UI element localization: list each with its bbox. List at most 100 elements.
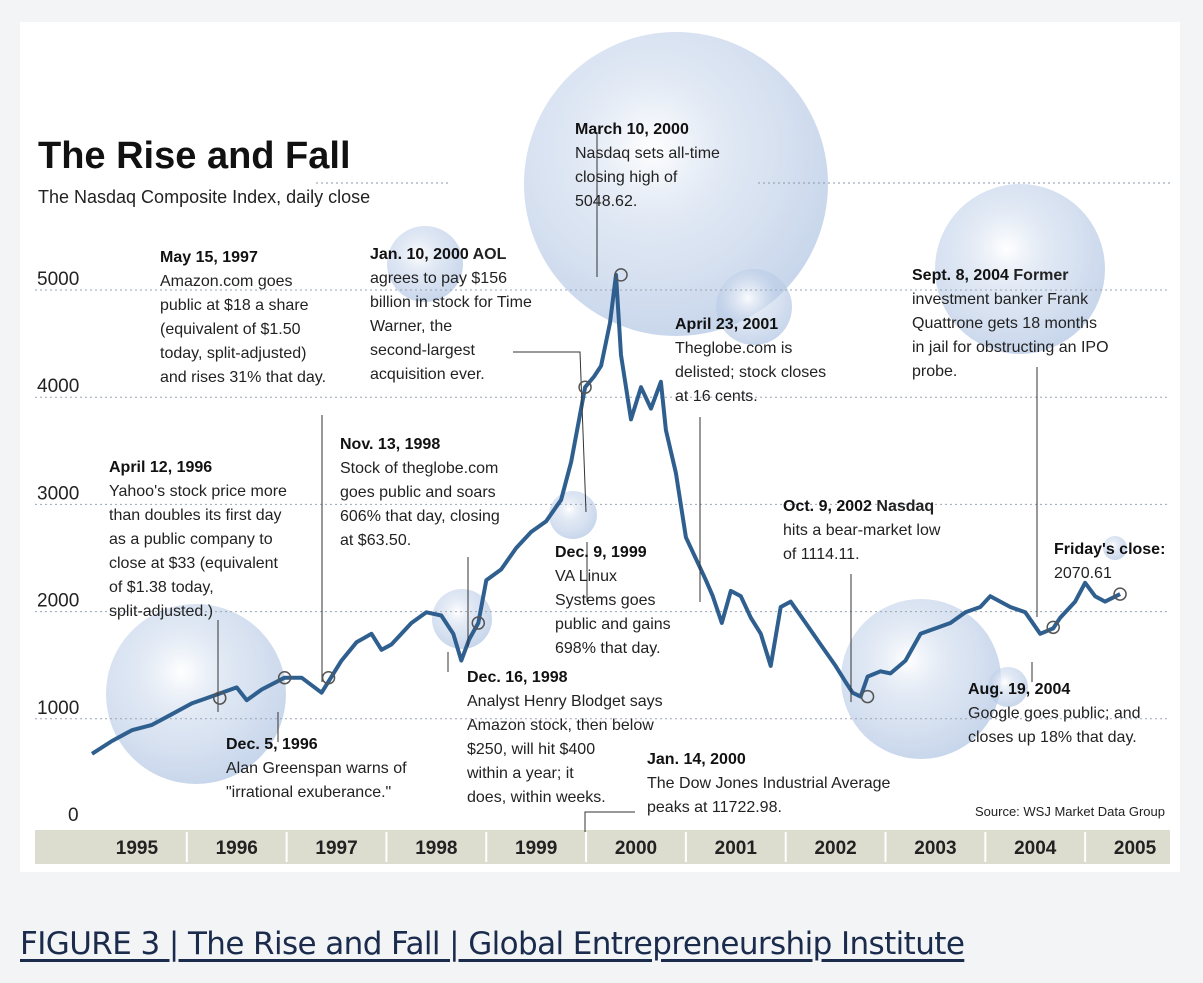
annotation-line: agrees to pay $156 — [370, 270, 507, 287]
annotation-line: Amazon stock, then below — [467, 717, 654, 734]
x-tick-label: 2001 — [715, 838, 758, 859]
event-marker — [1046, 620, 1060, 635]
bubble-decoration — [716, 269, 792, 345]
bubble-decoration — [935, 184, 1105, 354]
annotation-line: hits a bear-market low — [783, 522, 941, 539]
annotation-head: March 10, 2000 — [575, 121, 689, 138]
chart-subtitle: The Nasdaq Composite Index, daily close — [38, 187, 370, 207]
annotation-line: 698% that day. — [555, 640, 661, 657]
annotation-line: Systems goes — [555, 592, 655, 609]
annotation-line: VA Linux — [555, 568, 617, 585]
annotation-line: public and gains — [555, 616, 671, 633]
x-tick-label: 2002 — [814, 838, 856, 859]
annotation-line: closing high of — [575, 169, 678, 186]
annotation-head: May 15, 1997 — [160, 249, 258, 266]
annotation-line: Alan Greenspan warns of — [226, 760, 407, 777]
annotation-head: April 23, 2001 — [675, 316, 778, 333]
event-marker — [471, 616, 486, 630]
annotation-head-tail: Nasdaq — [872, 498, 934, 515]
chart-source: Source: WSJ Market Data Group — [975, 804, 1165, 819]
annotation-line: Warner, the — [370, 318, 452, 335]
x-tick-label: 1999 — [515, 838, 557, 859]
annotation-line: $250, will hit $400 — [467, 741, 595, 758]
annotation-head: Jan. 10, 2000 AOL — [370, 246, 507, 263]
figure-caption-link[interactable]: FIGURE 3 | The Rise and Fall | Global En… — [20, 926, 965, 962]
event-marker — [614, 268, 628, 282]
annotation-line: today, split-adjusted) — [160, 345, 306, 362]
annotation-head: Nov. 13, 1998 — [340, 436, 440, 453]
annotation-leader — [513, 351, 587, 513]
annotation-head: Sept. 8, 2004 Former — [912, 267, 1069, 284]
x-tick-label: 1997 — [315, 838, 357, 859]
annotation-line: Google goes public; and — [968, 705, 1141, 722]
annotation-line: Theglobe.com is — [675, 340, 792, 357]
annotation-line: than doubles its first day — [109, 507, 282, 524]
annotation-line: as a public company to — [109, 531, 273, 548]
x-tick-label: 2005 — [1114, 838, 1157, 859]
nasdaq-chart: 0 1000 2000 3000 4000 5000 1995 1996 1997 1998 199… — [35, 32, 1170, 864]
bubble-decoration — [106, 604, 286, 784]
annotation-line: at 16 cents. — [675, 388, 758, 405]
event-marker — [321, 670, 336, 685]
x-tick-label: 1995 — [116, 838, 159, 859]
annotation-head: Friday's close: — [1054, 541, 1165, 558]
annotation-line: goes public and soars — [340, 484, 496, 501]
annotation-line: delisted; stock closes — [675, 364, 826, 381]
annotation-line: Stock of theglobe.com — [340, 460, 498, 477]
chart-title: The Rise and Fall — [38, 135, 351, 177]
annotation-head: Aug. 19, 2004 — [968, 681, 1070, 698]
annotation-line: acquisition ever. — [370, 366, 485, 383]
annotation-line: probe. — [912, 363, 957, 380]
annotation-line: in jail for obstructing an IPO — [912, 339, 1109, 356]
annotation-line: Quattrone gets 18 months — [912, 315, 1097, 332]
annotation-head: Dec. 5, 1996 — [226, 736, 318, 753]
annotation-line: public at $18 a share — [160, 297, 309, 314]
annotation-head: Dec. 9, 1999 — [555, 544, 647, 561]
x-tick-label: 2000 — [615, 838, 657, 859]
annotation-line: second-largest — [370, 342, 476, 359]
y-tick-label: 5000 — [37, 269, 79, 290]
annotation-line: close at $33 (equivalent — [109, 555, 279, 572]
annotation-line: 5048.62. — [575, 193, 637, 210]
x-tick-label: 2004 — [1014, 838, 1057, 859]
annotation-head: Dec. 16, 1998 — [467, 669, 568, 686]
annotation-line: Yahoo's stock price more — [109, 483, 287, 500]
annotation-line: "irrational exuberance." — [226, 784, 391, 801]
bubble-decoration — [549, 491, 597, 539]
annotation-line: Amazon.com goes — [160, 273, 293, 290]
bubble-decoration — [387, 226, 463, 302]
y-tick-label: 1000 — [37, 698, 79, 719]
annotation-line: billion in stock for Time — [370, 294, 532, 311]
annotation-line: 2070.61 — [1054, 565, 1112, 582]
x-axis-band — [35, 830, 1170, 864]
bubble-decoration — [988, 667, 1028, 707]
chart-panel: 0 1000 2000 3000 4000 5000 1995 1996 1997 1998 199… — [20, 22, 1180, 872]
event-marker — [578, 380, 592, 394]
nasdaq-line — [90, 272, 1121, 756]
annotation-line: at $63.50. — [340, 532, 411, 549]
annotation-line: and rises 31% that day. — [160, 369, 326, 386]
y-tick-label: 4000 — [37, 376, 79, 397]
annotation-line: split-adjusted.) — [109, 603, 213, 620]
annotation-line: does, within weeks. — [467, 789, 606, 806]
annotation-line: investment banker Frank — [912, 291, 1089, 308]
event-marker — [860, 689, 875, 704]
bubble-decoration — [432, 589, 492, 649]
event-marker — [277, 670, 292, 685]
annotation-head: Jan. 14, 2000 — [647, 751, 746, 768]
y-tick-label: 0 — [68, 805, 79, 826]
annotation-line: Analyst Henry Blodget says — [467, 693, 663, 710]
annotation-head: Oct. 9, 2002 Nasdaq — [783, 498, 934, 515]
annotation-head: April 12, 1996 — [109, 459, 212, 476]
x-tick-label: 1998 — [415, 838, 457, 859]
bubble-decoration — [1103, 536, 1127, 560]
annotation-line: of 1114.11. — [783, 546, 860, 563]
annotation-head-tail: AOL — [469, 246, 507, 263]
bubble-decoration — [524, 32, 828, 336]
annotation-line: Nasdaq sets all-time — [575, 145, 720, 162]
annotation-line: of $1.38 today, — [109, 579, 214, 596]
annotation-line: The Dow Jones Industrial Average — [647, 775, 891, 792]
x-tick-label: 1996 — [216, 838, 258, 859]
annotation-head-tail: Former — [1009, 267, 1069, 284]
annotation-line: closes up 18% that day. — [968, 729, 1137, 746]
